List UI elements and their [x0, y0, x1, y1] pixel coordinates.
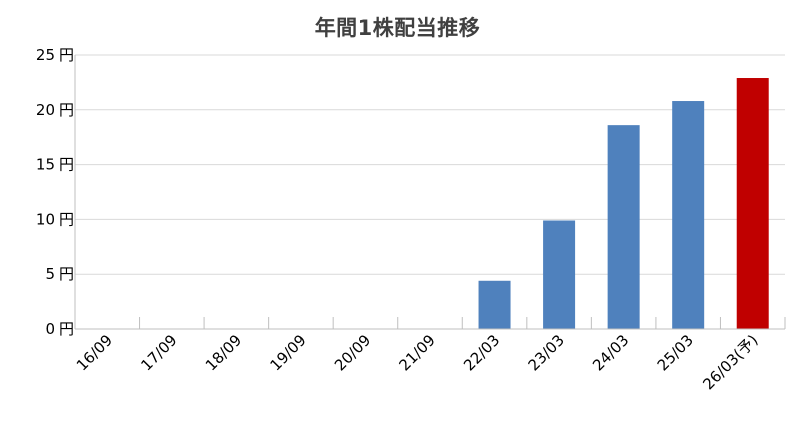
x-tick-label: 24/03 [589, 331, 632, 374]
y-tick-label: 0 [45, 320, 55, 338]
bar-forecast [736, 78, 769, 330]
x-tick-label: 23/03 [525, 331, 568, 374]
x-tick-label: 18/09 [202, 331, 245, 374]
x-tick-label: 16/09 [73, 331, 116, 374]
bar [607, 125, 640, 329]
y-tick-unit: 円 [59, 46, 74, 64]
grid-lines [75, 54, 785, 275]
x-tick-label: 25/03 [654, 331, 697, 374]
y-tick-label: 20 [36, 101, 55, 119]
y-tick-label: 10 [36, 210, 55, 228]
x-tick-label: 26/03(予) [699, 331, 761, 393]
y-tick-unit: 円 [59, 156, 74, 174]
x-tick-label: 22/03 [460, 331, 503, 374]
y-tick-unit: 円 [59, 265, 74, 283]
y-tick-unit: 円 [59, 320, 74, 338]
y-tick-label: 25 [36, 46, 55, 64]
y-tick-label: 15 [36, 156, 55, 174]
y-tick-label: 5 [45, 265, 55, 283]
x-tick-label: 19/09 [266, 331, 309, 374]
x-tick-label: 17/09 [137, 331, 180, 374]
bar [543, 220, 576, 329]
y-tick-unit: 円 [59, 210, 74, 228]
bars [478, 78, 769, 330]
x-tick-label: 20/09 [331, 331, 374, 374]
bar [672, 101, 705, 329]
chart-title: 年間1株配当推移 [314, 16, 481, 40]
axes [74, 55, 786, 330]
bar [478, 280, 511, 329]
x-tick-label: 21/09 [396, 331, 439, 374]
y-tick-unit: 円 [59, 101, 74, 119]
